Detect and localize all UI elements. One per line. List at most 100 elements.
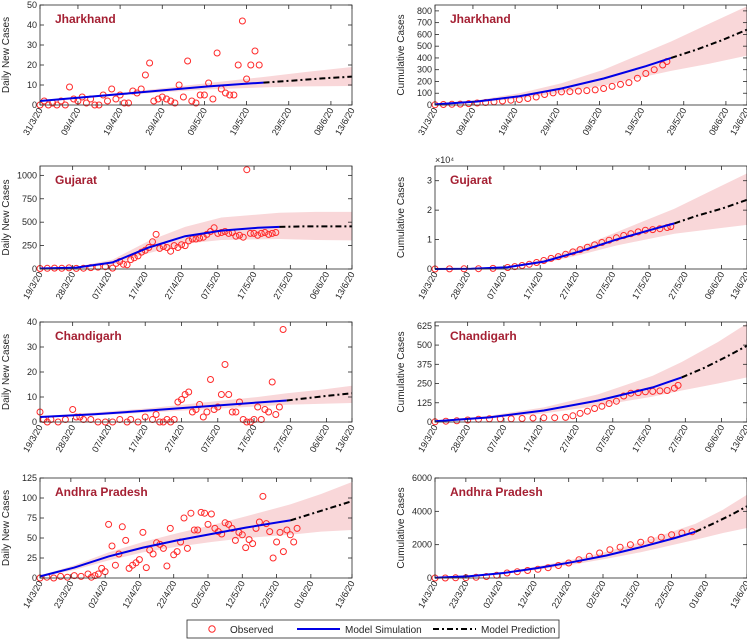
panel-jharkhand-daily: 0 10 20 30 40 50 31/3/20 09/4/20 19/4/20 29/4/20 0… bbox=[1, 0, 357, 137]
x-tick-label: 29/4/20 bbox=[538, 106, 562, 137]
observed-point bbox=[234, 61, 242, 69]
x-tick-label: 27/4/20 bbox=[558, 423, 582, 454]
observed-point bbox=[551, 414, 559, 422]
x-tick-label: 28/3/20 bbox=[449, 270, 473, 301]
observed-point bbox=[246, 229, 254, 237]
observed-point bbox=[279, 548, 287, 556]
x-tick-label: 14/3/20 bbox=[21, 579, 45, 610]
observed-point bbox=[80, 264, 87, 272]
y-tick-label: 0 bbox=[32, 573, 37, 583]
panel-title: Jharkhand bbox=[55, 12, 116, 26]
observed-point bbox=[225, 520, 233, 528]
x-tick-label: 28/3/20 bbox=[449, 423, 473, 454]
observed-point bbox=[149, 238, 156, 246]
x-tick-label: 27/4/20 bbox=[163, 270, 187, 301]
observed-point bbox=[66, 83, 73, 91]
simulation-line bbox=[39, 225, 280, 270]
panel-gujarat-daily: 0 250 500 750 1000 19/3/20 28/3/20 07/4/20 17/4/… bbox=[1, 165, 357, 301]
observed-point bbox=[112, 95, 120, 103]
observed-point bbox=[209, 95, 217, 103]
x-tick-label: 19/5/20 bbox=[228, 106, 252, 137]
observed-point bbox=[178, 241, 185, 249]
observed-point bbox=[116, 416, 124, 423]
observed-points bbox=[36, 492, 301, 582]
observed-point bbox=[141, 71, 149, 79]
observed-point bbox=[232, 408, 240, 416]
observed-point bbox=[247, 61, 255, 69]
y-axis-label: Cumulative Cases bbox=[396, 177, 407, 258]
observed-point bbox=[125, 99, 132, 107]
observed-point bbox=[192, 99, 200, 107]
observed-point bbox=[616, 543, 624, 551]
observed-point bbox=[194, 526, 202, 534]
observed-point bbox=[265, 408, 273, 416]
panel-title: Jharkhand bbox=[450, 12, 511, 26]
observed-point bbox=[180, 514, 188, 522]
panel-chandigarh-daily: 0 10 20 30 40 19/3/20 28/3/20 07/4/20 17/4/20 27/… bbox=[1, 317, 357, 454]
x-tick-label: 13/6/20 bbox=[728, 579, 747, 610]
y-tick-label: 300 bbox=[417, 65, 432, 75]
x-tick-label: 17/5/20 bbox=[235, 423, 259, 454]
x-tick-label: 14/3/20 bbox=[416, 579, 440, 610]
observed-point bbox=[142, 564, 150, 572]
x-tick-label: 07/4/20 bbox=[485, 423, 509, 454]
x-tick-label: 29/5/20 bbox=[665, 106, 689, 137]
observed-point bbox=[540, 414, 548, 422]
x-tick-label: 02/4/20 bbox=[86, 579, 110, 610]
x-tick-label: 13/6/20 bbox=[333, 106, 357, 137]
observed-point bbox=[122, 536, 130, 544]
observed-point bbox=[127, 256, 135, 264]
observed-point bbox=[269, 554, 277, 562]
y-tick-label: 250 bbox=[417, 379, 432, 389]
y-tick-label: 2000 bbox=[412, 540, 432, 550]
y-axis-label: Cumulative Cases bbox=[396, 14, 407, 95]
x-tick-label: 31/3/20 bbox=[416, 106, 440, 137]
observed-point bbox=[617, 80, 624, 88]
observed-point bbox=[238, 17, 246, 25]
observed-point bbox=[268, 378, 276, 386]
y-tick-label: 400 bbox=[417, 53, 432, 63]
axes-frame bbox=[39, 4, 353, 106]
observed-point bbox=[190, 526, 198, 534]
confidence-band bbox=[435, 494, 747, 578]
legend-box bbox=[186, 619, 560, 639]
x-tick-label: 28/3/20 bbox=[54, 270, 78, 301]
x-tick-label: 19/3/20 bbox=[416, 423, 440, 454]
observed-point bbox=[276, 528, 284, 536]
observed-point bbox=[163, 244, 171, 251]
observed-point bbox=[146, 59, 154, 67]
observed-point bbox=[529, 414, 537, 422]
x-tick-label: 31/3/20 bbox=[21, 106, 45, 137]
y-tick-label: 100 bbox=[417, 88, 432, 98]
y-tick-label: 75 bbox=[27, 513, 37, 523]
y-tick-label: 10 bbox=[27, 80, 37, 90]
y-axis-label: Cumulative Cases bbox=[396, 331, 407, 412]
observed-point bbox=[243, 75, 251, 83]
observed-point bbox=[87, 416, 95, 423]
observed-point bbox=[221, 361, 229, 368]
observed-point bbox=[222, 89, 229, 97]
prediction-line bbox=[279, 225, 352, 228]
x-tick-label: 23/3/20 bbox=[447, 579, 471, 610]
observed-point bbox=[286, 531, 294, 539]
y-tick-label: 250 bbox=[22, 241, 37, 251]
x-tick-label: 19/4/20 bbox=[101, 106, 125, 137]
y-tick-label: 125 bbox=[417, 398, 432, 408]
x-tick-label: 12/5/20 bbox=[223, 579, 247, 610]
y-axis-label: Daily New Cases bbox=[1, 334, 12, 410]
observed-point bbox=[94, 570, 102, 578]
y-tick-label: 1000 bbox=[17, 170, 37, 180]
x-tick-label: 12/4/20 bbox=[515, 579, 539, 610]
x-tick-label: 09/4/20 bbox=[454, 106, 478, 137]
observed-point bbox=[625, 79, 633, 87]
x-tick-label: 19/5/20 bbox=[623, 106, 647, 137]
observed-point bbox=[647, 536, 655, 544]
observed-point bbox=[120, 99, 128, 107]
observed-point bbox=[257, 416, 265, 423]
observed-point bbox=[566, 88, 574, 96]
y-tick-label: 4000 bbox=[412, 506, 432, 516]
observed-point bbox=[230, 91, 238, 99]
observed-point bbox=[236, 231, 243, 239]
x-tick-label: 06/6/20 bbox=[703, 270, 727, 301]
